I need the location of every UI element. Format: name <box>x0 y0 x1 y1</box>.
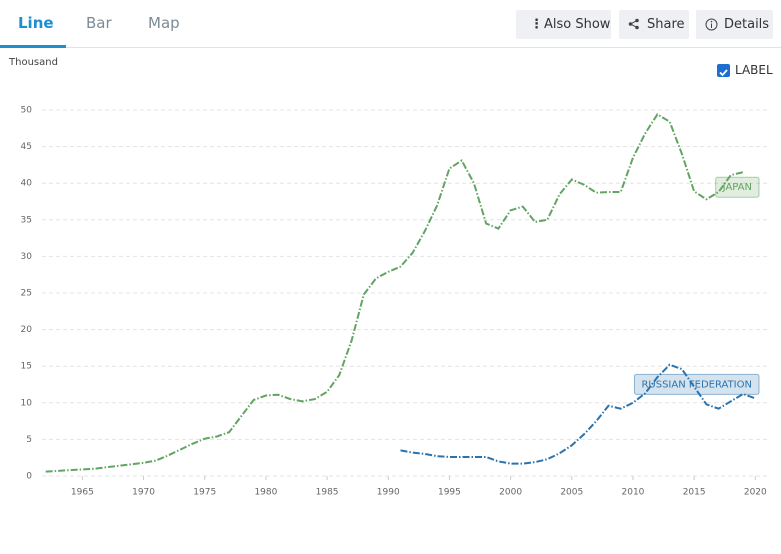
y-tick-label: 15 <box>21 362 32 372</box>
x-tick-label: 1980 <box>254 488 277 498</box>
button-label: Share <box>647 17 685 32</box>
series-label-box <box>633 373 760 395</box>
checkbox[interactable] <box>717 64 730 77</box>
tab[interactable]: Line <box>18 14 54 32</box>
x-tick-label: 1985 <box>316 488 339 498</box>
info-icon <box>705 18 718 31</box>
x-tick-label: 2020 <box>744 488 767 498</box>
x-tick-label: 2015 <box>683 488 706 498</box>
button-label: Details <box>724 17 770 32</box>
x-tick-label: 2000 <box>499 488 522 498</box>
checkbox-label: LABEL <box>735 63 773 77</box>
x-tick-label: 1995 <box>438 488 461 498</box>
button[interactable]: ⋮ Also Show <box>516 10 611 39</box>
x-tick-label: 1970 <box>132 488 155 498</box>
y-tick-label: 10 <box>21 398 33 408</box>
y-tick-label: 30 <box>21 252 33 262</box>
series-label-box <box>715 176 760 198</box>
x-tick-label: 2005 <box>560 488 583 498</box>
button[interactable]: Share <box>619 10 689 39</box>
y-tick-label: 35 <box>21 215 32 225</box>
x-tick-label: 1990 <box>377 488 400 498</box>
x-tick-label: 1975 <box>193 488 216 498</box>
share-icon <box>628 18 639 30</box>
x-tick-label: 2010 <box>622 488 645 498</box>
y-tick-label: 25 <box>21 289 32 299</box>
button-label: Also Show <box>544 17 611 32</box>
y-tick-label: 45 <box>21 142 32 152</box>
line <box>45 113 744 473</box>
series: RUSSIAN FEDERATION <box>400 363 760 465</box>
series: JAPAN <box>45 113 760 473</box>
series-label: RUSSIAN FEDERATION <box>641 379 752 390</box>
x-tick-label: 1965 <box>71 488 94 498</box>
y-tick-label: 5 <box>26 435 32 445</box>
y-tick-label: 40 <box>21 179 33 189</box>
tab[interactable]: Map <box>148 14 180 32</box>
line <box>400 363 756 465</box>
tab[interactable]: Bar <box>86 14 112 32</box>
y-tick-label: 0 <box>26 472 32 482</box>
check-icon <box>719 69 728 77</box>
tab-underline <box>0 45 66 48</box>
button[interactable]: Details <box>696 10 773 39</box>
y-tick-label: 50 <box>21 106 33 116</box>
series-label: JAPAN <box>722 182 752 193</box>
unit-label: Thousand <box>9 57 58 68</box>
y-tick-label: 20 <box>21 325 33 335</box>
tab-border <box>0 47 781 48</box>
